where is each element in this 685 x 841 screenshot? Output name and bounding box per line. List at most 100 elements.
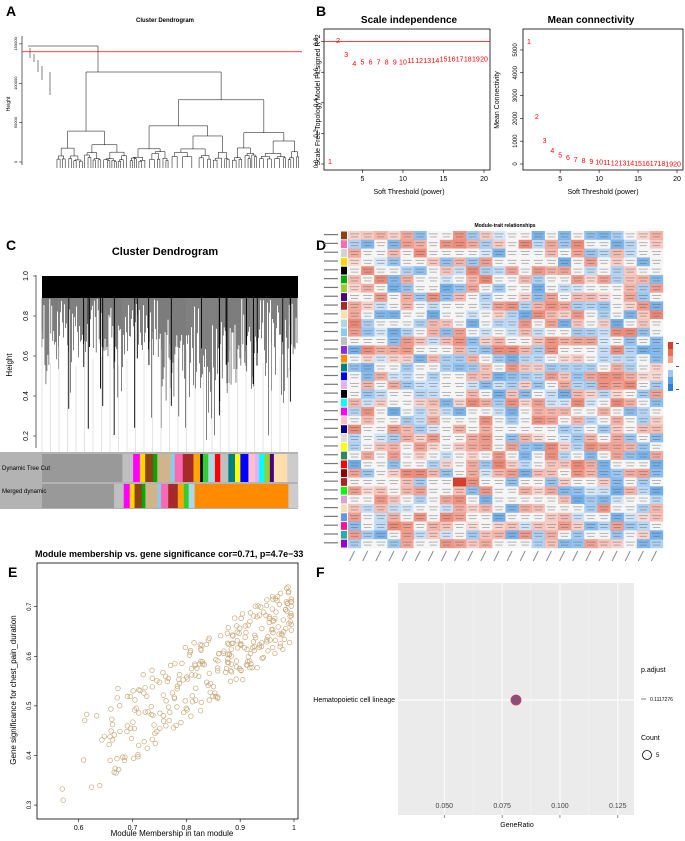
d-heat-cell (400, 415, 414, 425)
d-cell-text-mark (481, 436, 491, 437)
d-cell-text-mark (613, 491, 621, 493)
d-heat-cell (518, 266, 532, 276)
d-cell-text-mark (482, 368, 490, 370)
d-cell-text-mark (573, 321, 583, 323)
d-heat-cell (361, 275, 375, 285)
d-cell-text-mark (494, 251, 504, 252)
d-heat-cell (374, 486, 388, 496)
d-cell-text-mark (351, 245, 359, 247)
d-cell-text-mark (560, 471, 570, 473)
d-module-swatch (341, 486, 347, 495)
d-heat-cell (439, 248, 454, 258)
b1-point-label: 12 (415, 58, 423, 65)
d-cell-text-mark (547, 315, 555, 317)
d-heat-cell (426, 239, 441, 249)
d-heat-cell (439, 503, 454, 513)
d-heat-cell (426, 530, 441, 540)
d-cell-text-mark (651, 427, 661, 429)
d-heat-cell (636, 442, 651, 452)
d-heat-cell (426, 283, 441, 293)
d-cell-text-mark (364, 474, 372, 476)
d-cell-text-mark (416, 456, 424, 458)
e-point (214, 665, 221, 671)
d-cell-text-mark (613, 474, 621, 476)
d-cell-text-mark (521, 395, 529, 396)
d-heat-cell (426, 319, 441, 329)
c-merged-segment (145, 484, 158, 508)
d-heat-cell (466, 530, 480, 540)
d-heat-cell (413, 275, 427, 285)
d-module-label-mark (324, 304, 338, 306)
d-cell-text-mark (482, 535, 490, 537)
d-cell-text-mark (402, 453, 412, 455)
d-cell-text-mark (546, 312, 556, 314)
d-heat-cell (649, 345, 664, 355)
d-heat-cell (374, 512, 388, 522)
d-cell-text-mark (403, 474, 411, 476)
d-cell-text-mark (533, 418, 543, 420)
d-heat-cell (610, 424, 624, 434)
d-cell-text-mark (533, 251, 543, 252)
d-heat-cell (571, 275, 585, 285)
d-cell-text-mark (350, 251, 360, 252)
e-point (252, 603, 258, 609)
c-row-label-dynamic: Dynamic Tree Cut (2, 466, 50, 472)
d-heat-cell (348, 530, 362, 540)
d-cell-text-mark (652, 483, 660, 484)
d-cell-text-mark (416, 306, 424, 308)
d-cell-text-mark (639, 474, 647, 476)
d-cell-text-mark (508, 289, 516, 291)
d-cell-text-mark (455, 374, 465, 376)
d-cell-text-mark (520, 480, 530, 481)
d-heat-cell (531, 451, 546, 461)
d-heat-cell (531, 239, 546, 249)
d-cell-text-mark (428, 436, 438, 437)
d-cell-text-mark (377, 447, 385, 449)
d-heat-cell (492, 468, 506, 478)
d-heat-cell (361, 468, 375, 478)
d-cell-text-mark (456, 544, 464, 546)
e-point (232, 615, 238, 621)
d-cell-text-mark (508, 245, 516, 247)
d-cell-text-mark (507, 453, 517, 455)
e-xtick-label: 0.6 (74, 825, 84, 832)
d-heat-cell (361, 239, 375, 249)
d-heat-cell (466, 283, 480, 293)
d-cell-text-mark (428, 506, 438, 508)
d-cell-text-mark (652, 535, 660, 537)
d-cell-text-mark (482, 456, 490, 458)
e-point (187, 649, 193, 655)
d-cell-text-mark (456, 289, 464, 291)
d-heat-cell (531, 380, 546, 390)
e-point (133, 705, 139, 711)
d-cell-text-mark (429, 236, 437, 238)
d-cell-text-mark (587, 333, 595, 335)
d-heat-cell (361, 459, 375, 469)
d-heat-cell (649, 521, 664, 531)
e-point (109, 721, 116, 728)
d-heat-cell (466, 433, 480, 443)
d-cell-text-mark (456, 421, 464, 423)
d-heat-cell (636, 310, 651, 320)
d-cell-text-mark (350, 541, 360, 543)
d-heat-cell (400, 239, 414, 249)
d-cell-text-mark (600, 245, 608, 247)
d-cell-text-mark (389, 259, 399, 261)
d-cell-text-mark (350, 321, 360, 323)
d-heat-cell (348, 468, 362, 478)
d-heat-cell (584, 301, 598, 311)
d-heat-cell (531, 477, 546, 487)
d-cell-text-mark (534, 395, 542, 396)
d-heat-cell (544, 477, 559, 487)
d-cell-text-mark (639, 245, 647, 247)
d-cell-text-mark (625, 515, 635, 517)
d-heat-cell (387, 530, 401, 540)
d-cell-text-mark (481, 295, 491, 296)
e-point (141, 690, 147, 696)
d-cell-text-mark (495, 350, 503, 352)
d-cell-text-mark (600, 324, 608, 326)
d-heat-cell (453, 459, 467, 469)
f-dot-hematopoietic (510, 694, 522, 706)
d-cell-text-mark (586, 321, 596, 323)
d-heat-cell (505, 468, 519, 478)
